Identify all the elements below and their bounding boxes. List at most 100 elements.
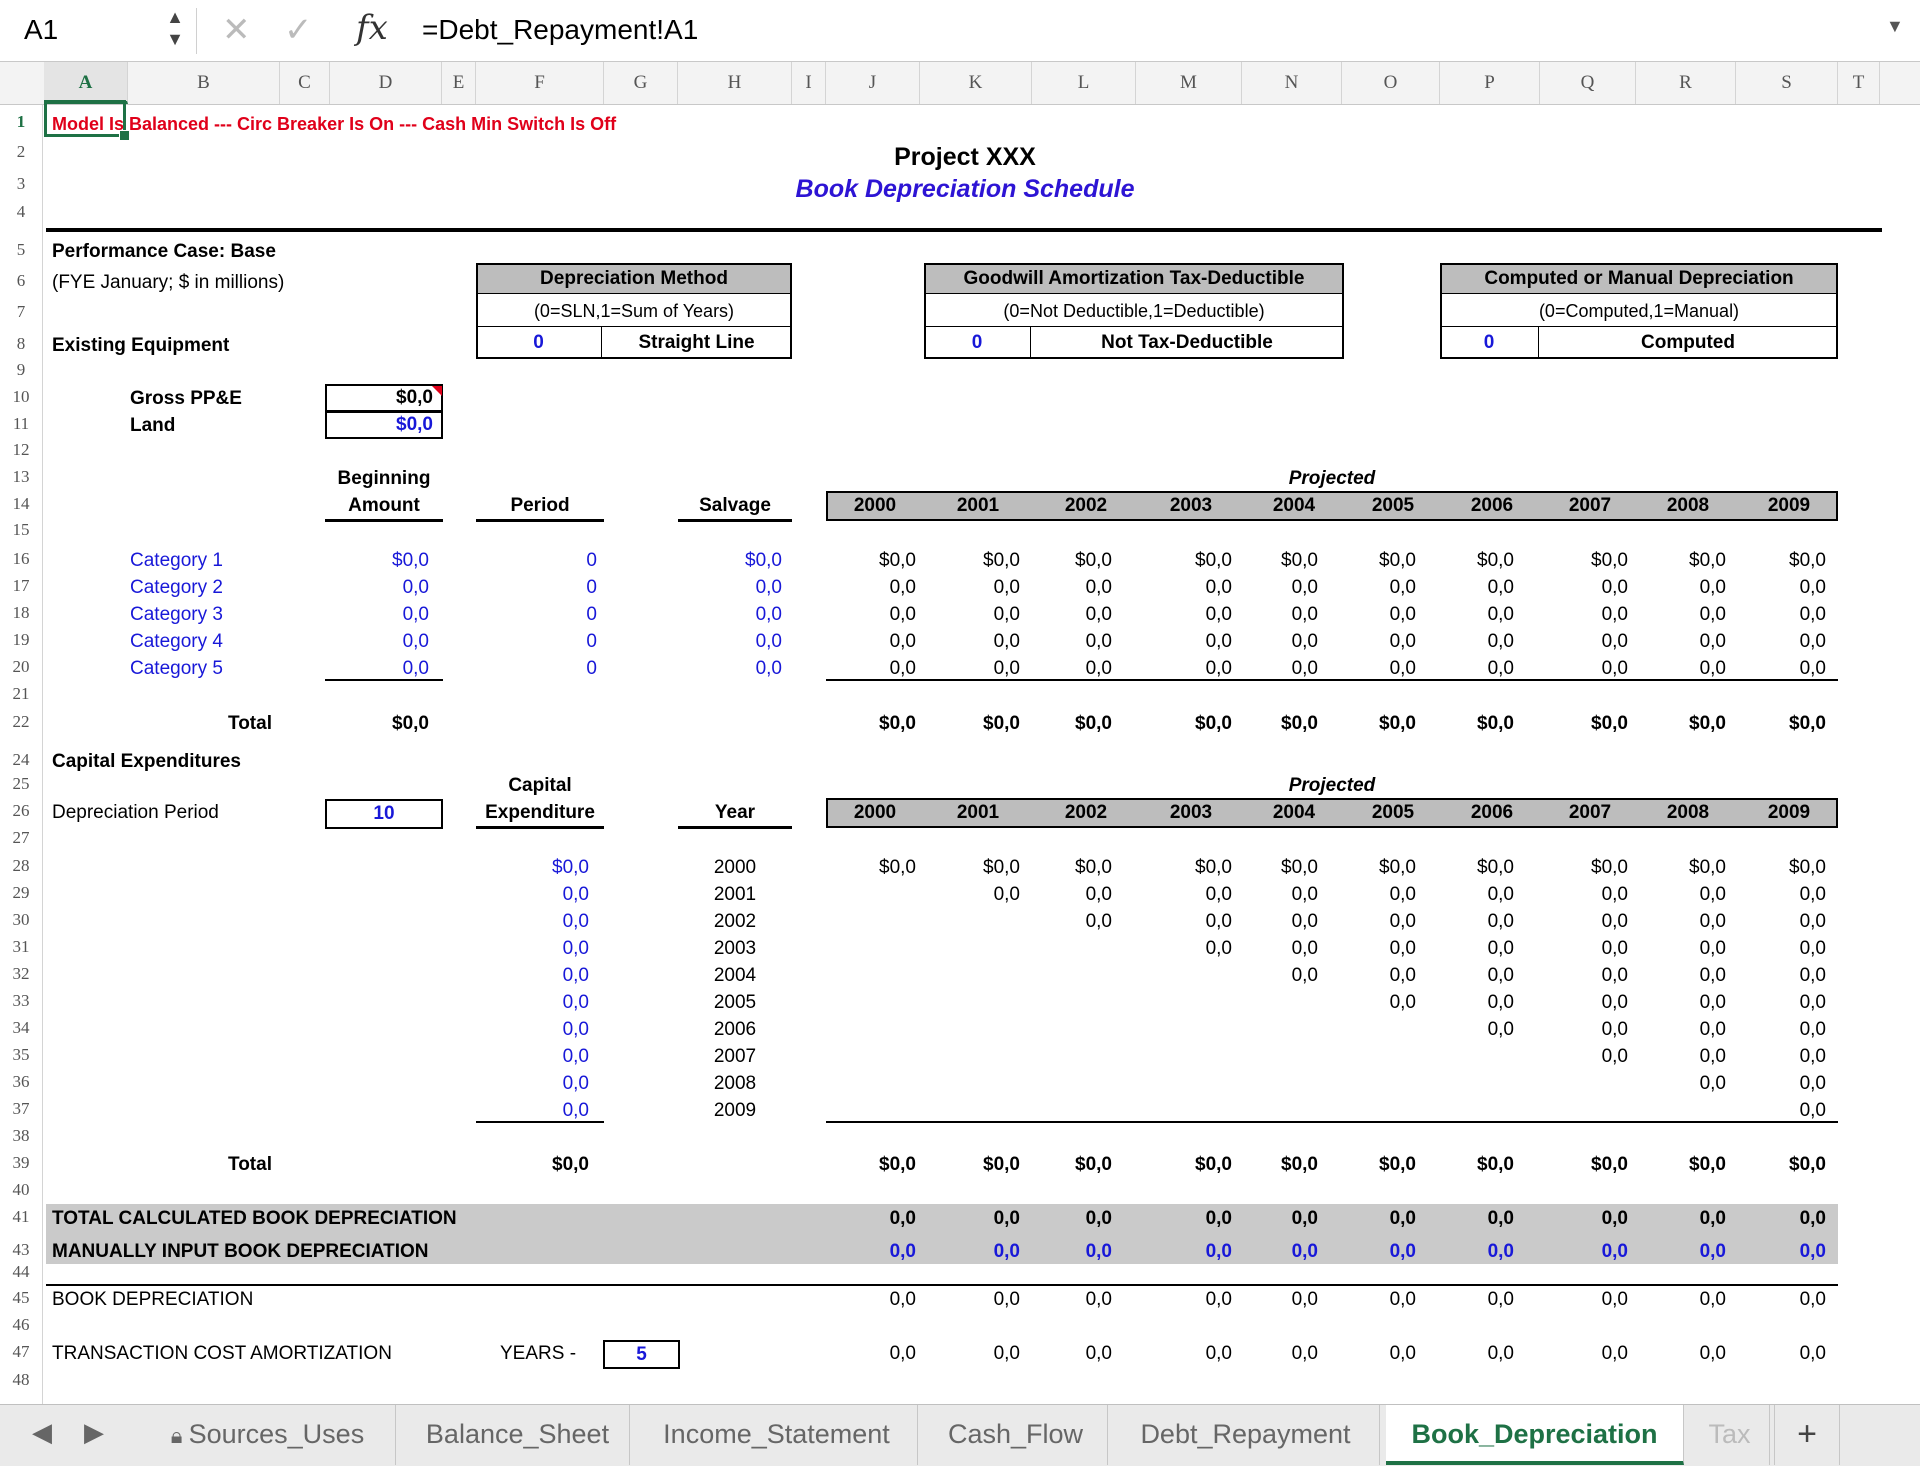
row-header-21[interactable]: 21 <box>12 684 30 703</box>
row-header-24[interactable]: 24 <box>12 750 30 769</box>
row-header-35[interactable]: 35 <box>12 1045 30 1064</box>
capex-amount[interactable]: 0,0 <box>562 1100 589 1121</box>
row-header-6[interactable]: 6 <box>16 271 26 290</box>
salvage-value[interactable]: 0,0 <box>755 604 782 625</box>
row-header-20[interactable]: 20 <box>12 657 30 676</box>
fill-handle[interactable] <box>119 130 130 141</box>
row-header-13[interactable]: 13 <box>12 467 30 486</box>
chevron-down-icon[interactable]: ▼ <box>1886 16 1904 36</box>
column-header-g[interactable]: G <box>604 62 678 104</box>
row-header-26[interactable]: 26 <box>12 801 30 820</box>
row-header-46[interactable]: 46 <box>12 1315 30 1334</box>
capex-amount[interactable]: 0,0 <box>562 911 589 932</box>
beginning-amount[interactable]: 0,0 <box>402 658 429 679</box>
transaction-years-cell[interactable] <box>603 1340 680 1369</box>
function-icon[interactable]: fx <box>356 8 388 48</box>
column-header-b[interactable]: B <box>128 62 280 104</box>
row-header-25[interactable]: 25 <box>12 774 30 793</box>
capex-amount[interactable]: 0,0 <box>562 1073 589 1094</box>
sheet-tab-income-statement[interactable]: Income_Statement <box>636 1405 918 1465</box>
row-header-34[interactable]: 34 <box>12 1018 30 1037</box>
row-header-47[interactable]: 47 <box>12 1342 30 1361</box>
row-header-8[interactable]: 8 <box>16 334 26 353</box>
capex-amount[interactable]: 0,0 <box>562 1019 589 1040</box>
capex-amount[interactable]: 0,0 <box>562 992 589 1013</box>
period-value[interactable]: 0 <box>586 658 597 679</box>
scroll-right-icon[interactable]: ▶ <box>84 1417 104 1447</box>
column-header-q[interactable]: Q <box>1540 62 1636 104</box>
beginning-amount[interactable]: 0,0 <box>402 631 429 652</box>
name-box[interactable]: A1 <box>24 14 59 45</box>
row-header-5[interactable]: 5 <box>16 240 26 259</box>
row-header-40[interactable]: 40 <box>12 1180 30 1199</box>
row-header-19[interactable]: 19 <box>12 630 30 649</box>
row-header-18[interactable]: 18 <box>12 603 30 622</box>
salvage-value[interactable]: 0,0 <box>755 658 782 679</box>
capex-amount[interactable]: $0,0 <box>552 857 589 878</box>
row-header-37[interactable]: 37 <box>12 1099 30 1118</box>
column-header-p[interactable]: P <box>1440 62 1540 104</box>
row-header-14[interactable]: 14 <box>12 494 30 513</box>
row-header-17[interactable]: 17 <box>12 576 30 595</box>
capex-amount[interactable]: 0,0 <box>562 938 589 959</box>
row-header-29[interactable]: 29 <box>12 883 30 902</box>
add-sheet-button[interactable]: + <box>1774 1405 1840 1465</box>
beginning-amount[interactable]: $0,0 <box>392 550 429 571</box>
cancel-icon[interactable]: ✕ <box>222 11 251 49</box>
period-value[interactable]: 0 <box>586 577 597 598</box>
column-header-d[interactable]: D <box>330 62 442 104</box>
sheet-tab-debt-repayment[interactable]: Debt_Repayment <box>1112 1405 1380 1465</box>
sheet-tab-tax[interactable]: Tax <box>1690 1405 1770 1465</box>
capex-amount[interactable]: 0,0 <box>562 884 589 905</box>
row-header-3[interactable]: 3 <box>16 174 26 193</box>
row-header-44[interactable]: 44 <box>12 1262 30 1281</box>
column-header-m[interactable]: M <box>1136 62 1242 104</box>
confirm-icon[interactable]: ✓ <box>284 11 313 49</box>
row-header-1[interactable]: 1 <box>16 112 26 131</box>
row-header-48[interactable]: 48 <box>12 1370 30 1389</box>
row-header-41[interactable]: 41 <box>12 1207 30 1226</box>
formula-input[interactable]: =Debt_Repayment!A1 <box>422 14 699 45</box>
period-value[interactable]: 0 <box>586 550 597 571</box>
row-header-11[interactable]: 11 <box>12 414 30 433</box>
row-header-32[interactable]: 32 <box>12 964 30 983</box>
row-header-33[interactable]: 33 <box>12 991 30 1010</box>
row-header-22[interactable]: 22 <box>12 712 30 731</box>
column-header-l[interactable]: L <box>1032 62 1136 104</box>
sheet-tab-sources-uses[interactable]: 🔒︎ Sources_Uses <box>140 1405 396 1465</box>
beginning-amount[interactable]: 0,0 <box>402 577 429 598</box>
depreciation-period-cell[interactable] <box>325 799 443 829</box>
column-header-c[interactable]: C <box>280 62 330 104</box>
capex-amount[interactable]: 0,0 <box>562 965 589 986</box>
column-header-i[interactable]: I <box>792 62 826 104</box>
sheet-tab-book-depreciation[interactable]: Book_Depreciation <box>1386 1405 1684 1465</box>
row-header-9[interactable]: 9 <box>16 360 26 379</box>
column-header-n[interactable]: N <box>1242 62 1342 104</box>
column-header-j[interactable]: J <box>826 62 920 104</box>
row-header-15[interactable]: 15 <box>12 520 30 539</box>
column-header-f[interactable]: F <box>476 62 604 104</box>
computed-manual-input[interactable]: 0 <box>1483 332 1495 353</box>
beginning-amount[interactable]: 0,0 <box>402 604 429 625</box>
salvage-value[interactable]: 0,0 <box>755 577 782 598</box>
row-header-12[interactable]: 12 <box>12 440 30 459</box>
row-header-2[interactable]: 2 <box>16 142 26 161</box>
row-header-43[interactable]: 43 <box>12 1240 30 1259</box>
row-header-28[interactable]: 28 <box>12 856 30 875</box>
name-box-stepper-icon[interactable]: ▲ ▼ <box>166 7 184 49</box>
column-header-o[interactable]: O <box>1342 62 1440 104</box>
row-header-27[interactable]: 27 <box>12 828 30 847</box>
column-header-h[interactable]: H <box>678 62 792 104</box>
period-value[interactable]: 0 <box>586 604 597 625</box>
row-header-16[interactable]: 16 <box>12 549 30 568</box>
row-header-45[interactable]: 45 <box>12 1288 30 1307</box>
column-header-a[interactable]: A <box>44 62 128 104</box>
capex-amount[interactable]: 0,0 <box>562 1046 589 1067</box>
depreciation-method-input[interactable]: 0 <box>533 332 544 353</box>
row-header-7[interactable]: 7 <box>16 302 26 321</box>
row-header-39[interactable]: 39 <box>12 1153 30 1172</box>
row-header-10[interactable]: 10 <box>12 387 30 406</box>
sheet-tab-cash-flow[interactable]: Cash_Flow <box>924 1405 1108 1465</box>
period-value[interactable]: 0 <box>586 631 597 652</box>
sheet-tab-balance-sheet[interactable]: Balance_Sheet <box>406 1405 630 1465</box>
